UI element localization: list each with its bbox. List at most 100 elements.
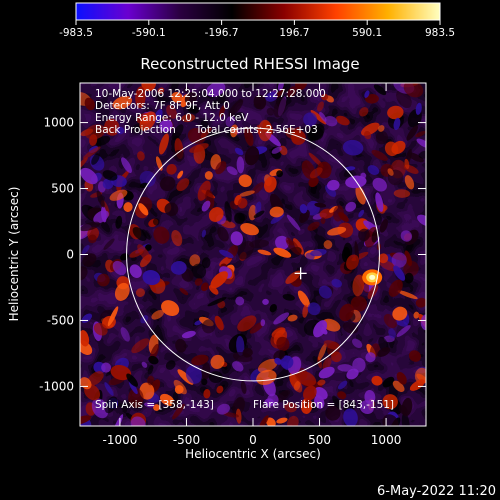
info-line: Detectors: 7F 8F 9F, Att 0: [95, 100, 230, 112]
image-blob: [254, 201, 262, 215]
image-blob: [257, 249, 272, 256]
image-blob: [232, 396, 245, 417]
image-blob: [273, 96, 287, 118]
image-blob: [137, 151, 145, 161]
image-blob: [141, 83, 156, 92]
image-blob: [217, 226, 229, 242]
image-blob: [201, 257, 211, 269]
image-blob: [240, 380, 247, 395]
image-blob: [302, 304, 309, 318]
image-blob: [274, 357, 282, 365]
image-blob: [415, 102, 422, 115]
image-blob: [375, 192, 384, 212]
image-blob: [126, 373, 139, 387]
image-blob: [164, 202, 179, 217]
image-blob: [130, 416, 146, 426]
image-blob: [404, 175, 415, 190]
axis-ticks: [80, 83, 426, 426]
image-blob: [280, 355, 294, 369]
image-blob: [307, 302, 321, 316]
image-blob: [378, 125, 385, 132]
image-blob: [397, 290, 418, 300]
image-blob: [104, 396, 118, 414]
image-blob: [166, 104, 177, 119]
image-blob: [147, 365, 154, 375]
image-blob: [276, 170, 283, 178]
flare-peak: [369, 274, 376, 280]
image-blob: [115, 215, 123, 229]
image-blob: [232, 361, 244, 372]
image-blob: [128, 387, 144, 409]
image-blob: [382, 376, 395, 388]
image-blob: [95, 135, 111, 146]
image-blob: [286, 214, 301, 231]
image-blob: [322, 357, 332, 370]
image-blob: [409, 379, 426, 391]
image-blob: [191, 263, 207, 279]
y-axis-label: Heliocentric Y (arcsec): [7, 187, 21, 322]
image-blob: [252, 182, 264, 194]
image-blob: [373, 84, 387, 96]
image-blob: [406, 125, 418, 141]
image-blob: [264, 176, 277, 193]
image-blob: [404, 272, 414, 284]
image-blob: [258, 119, 273, 142]
image-blob: [235, 296, 245, 306]
image-blob: [236, 335, 245, 356]
image-blob: [236, 156, 245, 174]
image-blob: [408, 350, 422, 362]
image-blob: [89, 134, 98, 146]
image-blob: [343, 408, 358, 426]
image-blob: [148, 355, 159, 365]
image-blob: [228, 99, 244, 117]
spin-axis-label: Spin Axis = [358,-143]: [95, 399, 214, 411]
colorbar-tick-label: -983.5: [59, 27, 93, 39]
image-blob: [309, 167, 323, 179]
image-blob: [316, 161, 332, 179]
image-blob: [372, 177, 387, 192]
image-blob: [318, 285, 332, 299]
image-blob: [123, 202, 133, 212]
image-blob: [101, 362, 112, 373]
image-blob: [166, 163, 177, 175]
image-blob: [171, 124, 184, 141]
image-blob: [273, 312, 290, 325]
image-blob: [215, 161, 227, 175]
x-tick-label: -1000: [102, 433, 137, 447]
image-blob: [189, 143, 209, 153]
image-blob: [285, 237, 301, 256]
image-blob: [139, 111, 157, 131]
spin-axis-marker: [294, 267, 307, 280]
image-blob: [185, 365, 202, 384]
image-blob: [420, 314, 426, 331]
image-blob: [82, 253, 97, 267]
image-blob: [260, 319, 266, 327]
image-blob: [275, 235, 290, 250]
image-blob: [323, 340, 340, 350]
image-blob: [377, 347, 391, 357]
image-blob: [173, 379, 187, 395]
image-blob: [404, 158, 410, 170]
image-blob: [135, 288, 145, 297]
info-line: 10-May-2006 12:25:04.000 to 12:27:28.000: [95, 88, 326, 100]
image-blob: [120, 327, 130, 342]
image-blob: [359, 107, 369, 117]
solar-limb-circle: [126, 127, 380, 382]
image-blob: [391, 252, 407, 268]
image-blob: [355, 185, 366, 205]
image-blob: [210, 271, 228, 289]
x-tick-label: 1000: [371, 433, 402, 447]
image-blob: [319, 111, 327, 122]
flare-position-label: Flare Position = [843,-151]: [253, 399, 394, 411]
image-blob: [216, 403, 231, 415]
image-blob: [151, 309, 164, 320]
y-tick-label: 0: [66, 248, 74, 262]
image-blob: [147, 375, 155, 386]
image-blob: [80, 330, 90, 347]
image-blob: [253, 94, 267, 110]
image-blob: [413, 311, 420, 319]
colorbar-tick-label: -196.7: [205, 27, 239, 39]
image-blob: [171, 229, 183, 247]
image-blob: [177, 170, 184, 179]
image-blob: [114, 282, 130, 301]
